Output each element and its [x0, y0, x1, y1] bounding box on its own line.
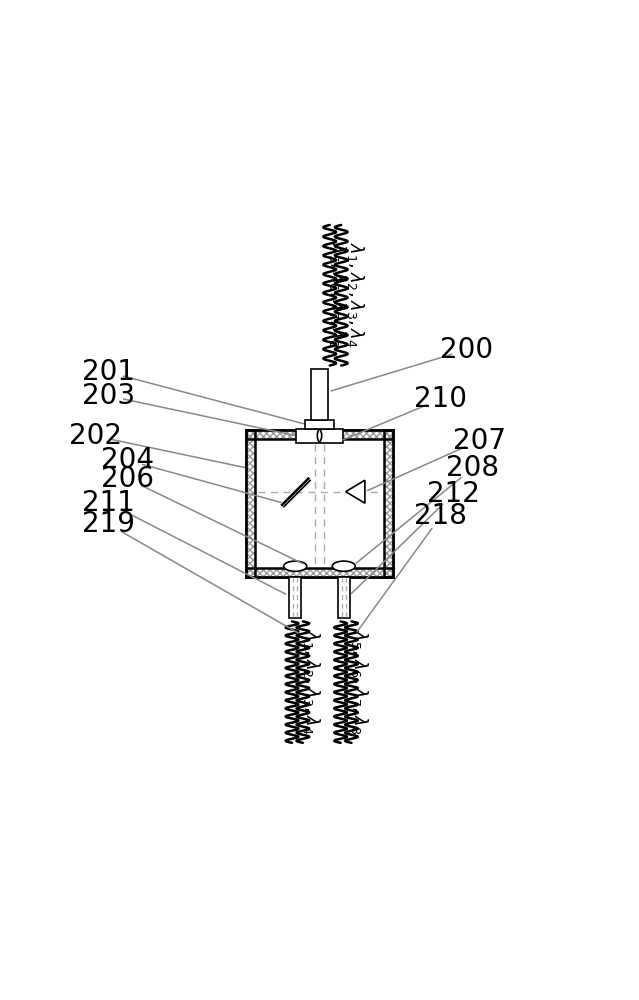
Text: 211: 211	[82, 489, 135, 517]
Text: 218: 218	[415, 502, 467, 530]
Text: 219: 219	[82, 510, 135, 538]
Polygon shape	[346, 480, 365, 503]
Bar	[311, 369, 328, 420]
Bar	[246, 568, 393, 577]
Ellipse shape	[284, 561, 307, 571]
Bar	[384, 430, 393, 577]
Text: 206: 206	[102, 465, 154, 493]
Bar	[338, 577, 350, 618]
Bar	[289, 577, 301, 618]
Text: 212: 212	[427, 480, 480, 508]
Text: $\lambda_5,\lambda_6,\lambda_7,\lambda_8$: $\lambda_5,\lambda_6,\lambda_7,\lambda_8…	[327, 242, 348, 348]
Text: 207: 207	[453, 427, 505, 455]
Text: $\lambda_5,\lambda_6,\lambda_7,\lambda_8$: $\lambda_5,\lambda_6,\lambda_7,\lambda_8…	[350, 629, 370, 735]
Text: 204: 204	[102, 446, 154, 474]
Bar	[246, 430, 393, 577]
Text: 202: 202	[70, 422, 122, 450]
Ellipse shape	[332, 561, 355, 571]
Bar	[295, 429, 344, 443]
Text: $\lambda_1,\lambda_2,\lambda_3,\lambda_4$: $\lambda_1,\lambda_2,\lambda_3,\lambda_4…	[301, 629, 321, 735]
Bar	[305, 420, 334, 429]
Text: 201: 201	[82, 358, 135, 386]
Bar	[246, 430, 255, 577]
Text: 200: 200	[440, 336, 493, 364]
Bar	[246, 430, 393, 439]
Text: $\lambda_1,\lambda_2,\lambda_3,\lambda_4$: $\lambda_1,\lambda_2,\lambda_3,\lambda_4…	[346, 242, 366, 348]
Text: 210: 210	[415, 385, 467, 413]
Bar	[246, 430, 393, 439]
Text: 208: 208	[447, 454, 499, 482]
Text: 203: 203	[82, 382, 135, 410]
Bar	[384, 430, 393, 577]
Bar	[246, 430, 255, 577]
Bar	[246, 568, 393, 577]
